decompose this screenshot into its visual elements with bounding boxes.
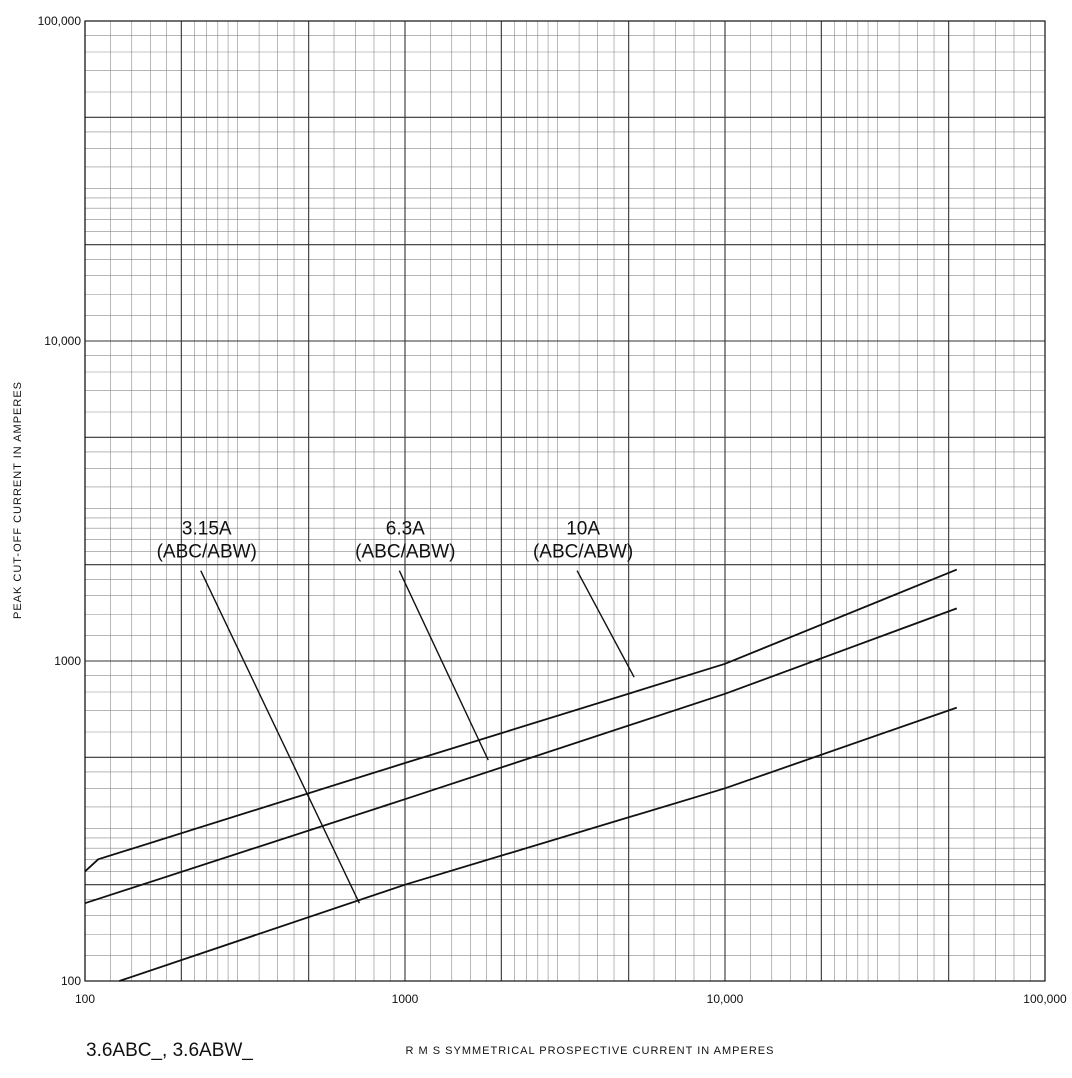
x-tick-label: 100 [75,992,95,1006]
series-line [84,607,958,905]
series-label-type: (ABC/ABW) [533,542,633,563]
series-label-type: (ABC/ABW) [157,542,257,563]
y-axis-title: PEAK CUT-OFF CURRENT IN AMPERES [12,381,24,619]
series-label-rating: 3.15A [182,519,232,540]
series-line [84,568,958,873]
callout-leader-line [576,570,635,678]
x-axis-title: R M S SYMMETRICAL PROSPECTIVE CURRENT IN… [406,1045,775,1057]
grid-minor [85,21,1045,981]
series-lines [84,568,958,982]
series-line [119,706,958,982]
product-label: 3.6ABC_, 3.6ABW_ [86,1040,253,1061]
callouts: 10A(ABC/ABW)6.3A(ABC/ABW)3.15A(ABC/ABW) [157,519,635,904]
grid-major [84,21,1045,982]
x-tick-labels: 100 1000 10,000 100,000 [75,992,1067,1006]
y-tick-label: 10,000 [44,334,81,348]
series-label-rating: 10A [566,519,600,540]
y-tick-label: 100 [61,974,81,988]
callout-leader-line [200,570,360,904]
series-label-type: (ABC/ABW) [355,542,455,563]
callout-leader-line [398,570,489,761]
y-tick-label: 1000 [54,654,81,668]
x-tick-label: 10,000 [707,992,744,1006]
series-label-rating: 6.3A [386,519,425,540]
x-tick-label: 100,000 [1023,992,1067,1006]
y-tick-label: 100,000 [38,14,82,28]
x-tick-label: 1000 [392,992,419,1006]
plot-frame [84,20,1046,982]
y-tick-labels: 100 1000 10,000 100,000 [38,14,82,988]
